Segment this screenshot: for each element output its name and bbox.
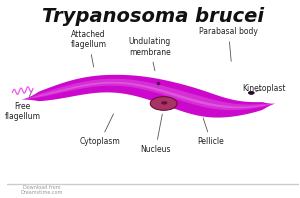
Ellipse shape	[161, 101, 167, 105]
Text: Undulating
membrane: Undulating membrane	[129, 37, 171, 71]
Text: Attached
flagellum: Attached flagellum	[70, 30, 106, 67]
Polygon shape	[21, 79, 275, 110]
Text: Download from
Dreamstime.com: Download from Dreamstime.com	[20, 185, 63, 195]
Ellipse shape	[248, 91, 254, 94]
Polygon shape	[21, 75, 275, 118]
Polygon shape	[21, 82, 275, 108]
Text: Trypanosoma brucei: Trypanosoma brucei	[42, 7, 264, 26]
Text: Cytoplasm: Cytoplasm	[80, 114, 120, 146]
Text: Kinetoplast: Kinetoplast	[242, 84, 285, 93]
Text: Free
flagellum: Free flagellum	[5, 91, 41, 121]
Text: Nucleus: Nucleus	[140, 114, 171, 154]
Text: Parabasal body: Parabasal body	[199, 27, 258, 61]
Ellipse shape	[150, 97, 177, 110]
Text: Pellicle: Pellicle	[198, 118, 224, 146]
